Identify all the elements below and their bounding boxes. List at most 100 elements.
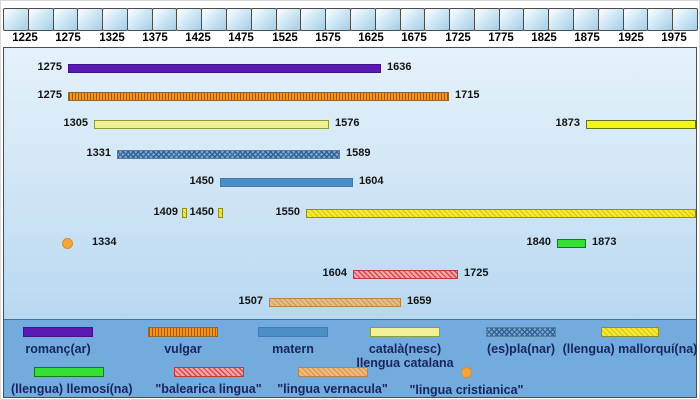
- bar-year-label: 1450: [189, 175, 214, 187]
- axis-year-label: 1325: [99, 32, 125, 44]
- ruler-cell: [27, 8, 54, 31]
- bar-year-label: 1873: [592, 236, 617, 248]
- ruler-cell: [374, 8, 401, 31]
- ruler-cell: [325, 8, 351, 31]
- timeline-ruler: [3, 8, 698, 31]
- axis-year-label: 1525: [272, 32, 298, 44]
- legend-swatch-catala: [370, 327, 440, 337]
- bar-year-label: 1331: [86, 147, 111, 159]
- ruler-cell: [349, 8, 376, 31]
- legend-swatch-llemosi: [33, 367, 104, 377]
- legend-item-catala: català(nesc) llengua catalana: [330, 327, 480, 370]
- ruler-cell: [275, 8, 302, 31]
- bar-year-label: 1550: [275, 206, 300, 218]
- legend-swatch-romanc: [23, 327, 93, 337]
- ruler-cell: [597, 8, 624, 31]
- legend-label: (es)pla(nar): [486, 342, 556, 356]
- ruler-cell: [3, 8, 29, 31]
- legend-item-mallorqui: (llengua) mallorquí(na): [550, 327, 699, 356]
- bar-year-label: 1636: [387, 61, 412, 73]
- legend-item-cristianica: "lingua cristianica": [399, 367, 534, 397]
- axis-year-label: 1375: [142, 32, 168, 44]
- axis-year-label: 1975: [661, 32, 687, 44]
- legend-label: (llengua) llemosí(na): [11, 382, 133, 396]
- ruler-cell: [572, 8, 599, 31]
- ruler-cell: [498, 8, 525, 31]
- legend-label: "balearica lingua": [155, 382, 262, 396]
- bar-year-label: 1840: [526, 236, 551, 248]
- axis-year-label: 1575: [315, 32, 341, 44]
- ruler-cell: [226, 8, 252, 31]
- legend-label: "lingua cristianica": [409, 383, 524, 397]
- ruler-cell: [52, 8, 79, 31]
- axis-year-label: 1225: [12, 32, 38, 44]
- ruler-cell: [77, 8, 104, 31]
- bar-year-label: 1725: [464, 267, 489, 279]
- timeline-bar-esplanar: [117, 150, 340, 159]
- timeline-bar-catala: [586, 120, 696, 129]
- legend-item-matern: matern: [241, 327, 345, 356]
- ruler-cell: [176, 8, 203, 31]
- legend-label: matern: [272, 342, 314, 356]
- ruler-cell: [399, 8, 426, 31]
- ruler-cell: [201, 8, 228, 31]
- legend-item-esplanar: (es)pla(nar): [454, 327, 588, 356]
- legend-item-vulgar: vulgar: [131, 327, 235, 356]
- timeline-bar-catala: [94, 120, 329, 129]
- bar-year-label: 1409: [153, 206, 178, 218]
- ruler-cell: [548, 8, 574, 31]
- legend: romanç(ar) vulgar matern català(nesc) llengu…: [4, 319, 697, 397]
- chart-frame: 1275 1636 1275 1715 1305 1576 1873 1331 1589 1450…: [3, 47, 697, 398]
- legend-label: (llengua) mallorquí(na): [562, 342, 698, 356]
- legend-label: vulgar: [164, 342, 202, 356]
- bar-year-label: 1450: [189, 206, 214, 218]
- timeline-bar-mallorqui: [306, 209, 696, 218]
- ruler-cell: [126, 8, 153, 31]
- legend-swatch-balearica: [173, 367, 244, 377]
- legend-label: català(nesc): [368, 342, 442, 356]
- bar-year-label: 1604: [359, 175, 384, 187]
- axis-year-label: 1625: [358, 32, 384, 44]
- bar-year-label: 1873: [555, 117, 580, 129]
- timeline-bar-balearica: [353, 270, 458, 279]
- axis-year-label: 1275: [55, 32, 81, 44]
- timeline-tick-mallorqui: [218, 208, 223, 218]
- legend-label: llengua catalana: [356, 356, 454, 370]
- bar-year-label: 1715: [455, 89, 480, 101]
- ruler-cell: [250, 8, 277, 31]
- legend-swatch-vernacula: [297, 367, 368, 377]
- bar-year-label: 1659: [407, 295, 432, 307]
- legend-item-romanc: romanç(ar): [6, 327, 110, 356]
- ruler-cell: [672, 8, 698, 31]
- bar-year-label: 1275: [37, 89, 62, 101]
- ruler-cell: [300, 8, 327, 31]
- axis-year-label: 1825: [531, 32, 557, 44]
- timeline-bar-vernacula: [269, 298, 401, 307]
- bar-year-label: 1589: [346, 147, 371, 159]
- timeline-tick-mallorqui: [182, 208, 187, 218]
- timeline-bar-matern: [220, 178, 353, 187]
- legend-swatch-matern: [258, 327, 328, 337]
- ruler-cell: [622, 8, 649, 31]
- axis-year-label: 1925: [618, 32, 644, 44]
- legend-swatch-mallorqui: [601, 327, 659, 337]
- ruler-cell: [151, 8, 178, 31]
- legend-swatch-vulgar: [148, 327, 218, 337]
- timeline-bar-romanc: [68, 64, 381, 73]
- axis-year-label: 1875: [574, 32, 600, 44]
- ruler-cell: [647, 8, 674, 31]
- legend-swatch-esplanar: [486, 327, 556, 337]
- ruler-cell: [523, 8, 550, 31]
- timeline-bar-vulgar: [68, 92, 449, 101]
- axis-year-label: 1425: [185, 32, 211, 44]
- bar-year-label: 1604: [322, 267, 347, 279]
- axis-year-label: 1775: [488, 32, 514, 44]
- legend-label: romanç(ar): [25, 342, 91, 356]
- bar-year-label: 1507: [238, 295, 263, 307]
- axis-year-label: 1475: [228, 32, 254, 44]
- bar-year-label: 1576: [335, 117, 360, 129]
- axis-year-labels: 1225 1275 1325 1375 1425 1475 1525 1575 1625 1675…: [4, 32, 698, 46]
- bar-year-label: 1334: [92, 236, 117, 248]
- plot-area: 1275 1636 1275 1715 1305 1576 1873 1331 1589 1450…: [4, 48, 696, 319]
- timeline-dot-cristianica: [62, 238, 73, 249]
